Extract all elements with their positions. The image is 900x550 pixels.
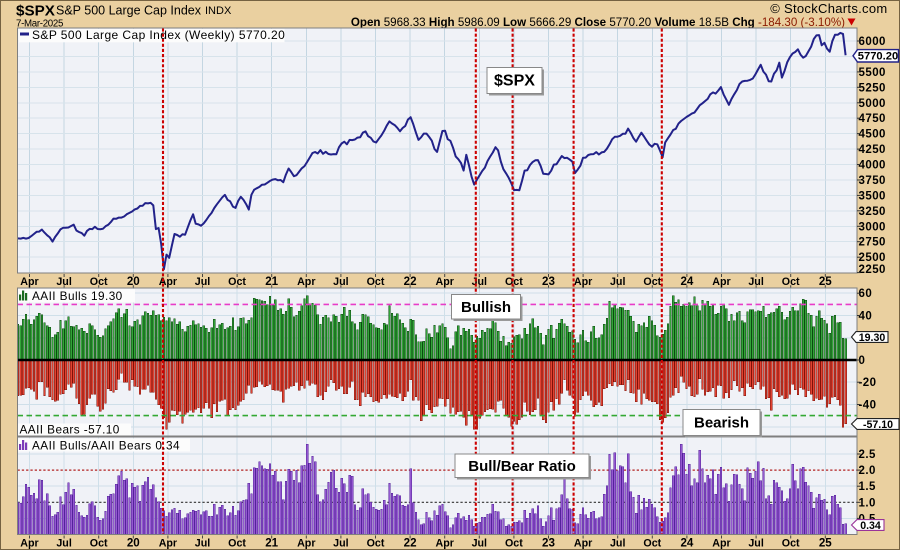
- svg-text:2750: 2750: [859, 237, 886, 249]
- svg-text:40: 40: [859, 311, 873, 323]
- svg-text:Jul: Jul: [610, 276, 625, 288]
- svg-text:19.30: 19.30: [859, 332, 886, 344]
- svg-text:-40: -40: [859, 400, 877, 412]
- svg-text:24: 24: [680, 275, 693, 288]
- svg-text:7-Mar-2025: 7-Mar-2025: [16, 18, 63, 29]
- svg-text:Apr: Apr: [574, 276, 592, 288]
- svg-text:Jul: Jul: [472, 538, 487, 550]
- svg-text:60: 60: [859, 288, 873, 300]
- svg-text:22: 22: [404, 537, 417, 550]
- svg-text:S&P 500 Large Cap Index (Weekl: S&P 500 Large Cap Index (Weekly) 5770.20: [32, 28, 285, 42]
- svg-text:Oct: Oct: [367, 276, 385, 288]
- svg-text:Bull/Bear Ratio: Bull/Bear Ratio: [468, 458, 576, 475]
- svg-text:Oct: Oct: [90, 276, 108, 288]
- svg-text:Bearish: Bearish: [694, 415, 749, 432]
- svg-text:25: 25: [819, 537, 832, 550]
- svg-text:1.5: 1.5: [859, 481, 876, 493]
- svg-text:5500: 5500: [859, 67, 886, 79]
- svg-text:4250: 4250: [859, 144, 886, 156]
- svg-text:AAII Bulls 19.30: AAII Bulls 19.30: [32, 289, 123, 303]
- svg-text:5250: 5250: [859, 82, 886, 94]
- svg-text:3000: 3000: [859, 221, 886, 233]
- svg-text:2.0: 2.0: [859, 465, 876, 477]
- svg-text:Jul: Jul: [472, 276, 487, 288]
- svg-text:Apr: Apr: [712, 276, 730, 288]
- svg-text:Apr: Apr: [435, 538, 453, 550]
- svg-text:Oct: Oct: [505, 538, 523, 550]
- svg-text:Oct: Oct: [367, 538, 385, 550]
- svg-text:Oct: Oct: [228, 538, 246, 550]
- svg-text:4000: 4000: [859, 160, 886, 172]
- svg-text:Oct: Oct: [643, 276, 661, 288]
- svg-text:$SPX: $SPX: [494, 73, 535, 90]
- svg-text:Jul: Jul: [748, 538, 763, 550]
- svg-text:3750: 3750: [859, 175, 886, 187]
- svg-text:0.34: 0.34: [860, 520, 881, 532]
- svg-text:22: 22: [404, 275, 417, 288]
- svg-text:Apr: Apr: [435, 276, 453, 288]
- svg-text:6000: 6000: [859, 36, 886, 48]
- svg-text:4750: 4750: [859, 113, 886, 125]
- svg-text:2.5: 2.5: [859, 449, 876, 461]
- svg-text:23: 23: [542, 275, 555, 288]
- svg-text:5770.20: 5770.20: [858, 51, 898, 63]
- svg-text:Jul: Jul: [56, 538, 71, 550]
- svg-text:Oct: Oct: [643, 538, 661, 550]
- svg-text:20: 20: [127, 275, 140, 288]
- svg-text:Jul: Jul: [195, 276, 210, 288]
- svg-text:Jul: Jul: [333, 538, 348, 550]
- svg-text:2250: 2250: [859, 264, 886, 276]
- svg-text:25: 25: [819, 275, 832, 288]
- svg-text:Apr: Apr: [20, 276, 38, 288]
- svg-text:INDX: INDX: [205, 5, 232, 17]
- svg-text:Jul: Jul: [333, 276, 348, 288]
- svg-text:Oct: Oct: [505, 276, 523, 288]
- svg-text:Open 5968.33 High 5986.09 Low: Open 5968.33 High 5986.09 Low 5666.29 Cl…: [351, 16, 845, 29]
- svg-text:3500: 3500: [859, 190, 886, 202]
- svg-text:Apr: Apr: [297, 276, 315, 288]
- svg-text:AAII Bulls/AAII Bears 0.34: AAII Bulls/AAII Bears 0.34: [32, 439, 180, 453]
- svg-text:Apr: Apr: [297, 538, 315, 550]
- svg-text:23: 23: [542, 537, 555, 550]
- svg-text:Apr: Apr: [712, 538, 730, 550]
- svg-text:-57.10: -57.10: [863, 419, 893, 431]
- svg-text:Bullish: Bullish: [461, 299, 511, 316]
- svg-text:Jul: Jul: [748, 276, 763, 288]
- svg-text:4500: 4500: [859, 129, 886, 141]
- svg-text:20: 20: [127, 537, 140, 550]
- svg-text:Apr: Apr: [574, 538, 592, 550]
- svg-text:Apr: Apr: [159, 276, 177, 288]
- svg-text:21: 21: [265, 275, 278, 288]
- svg-text:Oct: Oct: [90, 538, 108, 550]
- svg-text:AAII Bears -57.10: AAII Bears -57.10: [20, 423, 120, 437]
- svg-text:S&P 500 Large Cap Index: S&P 500 Large Cap Index: [56, 4, 202, 18]
- svg-text:Jul: Jul: [195, 538, 210, 550]
- svg-text:© StockCharts.com: © StockCharts.com: [770, 1, 887, 16]
- svg-text:Oct: Oct: [782, 538, 800, 550]
- svg-text:1.0: 1.0: [859, 497, 876, 509]
- svg-text:Jul: Jul: [56, 276, 71, 288]
- svg-text:3250: 3250: [859, 206, 886, 218]
- svg-text:Jul: Jul: [610, 538, 625, 550]
- svg-text:5000: 5000: [859, 98, 886, 110]
- svg-text:2500: 2500: [859, 252, 886, 264]
- svg-text:21: 21: [265, 537, 278, 550]
- svg-text:$SPX: $SPX: [16, 3, 55, 20]
- svg-text:Oct: Oct: [782, 276, 800, 288]
- svg-text:Oct: Oct: [228, 276, 246, 288]
- svg-text:-20: -20: [859, 377, 877, 389]
- svg-text:Apr: Apr: [20, 538, 38, 550]
- svg-text:0: 0: [859, 355, 866, 367]
- svg-text:Apr: Apr: [159, 538, 177, 550]
- svg-text:24: 24: [680, 537, 693, 550]
